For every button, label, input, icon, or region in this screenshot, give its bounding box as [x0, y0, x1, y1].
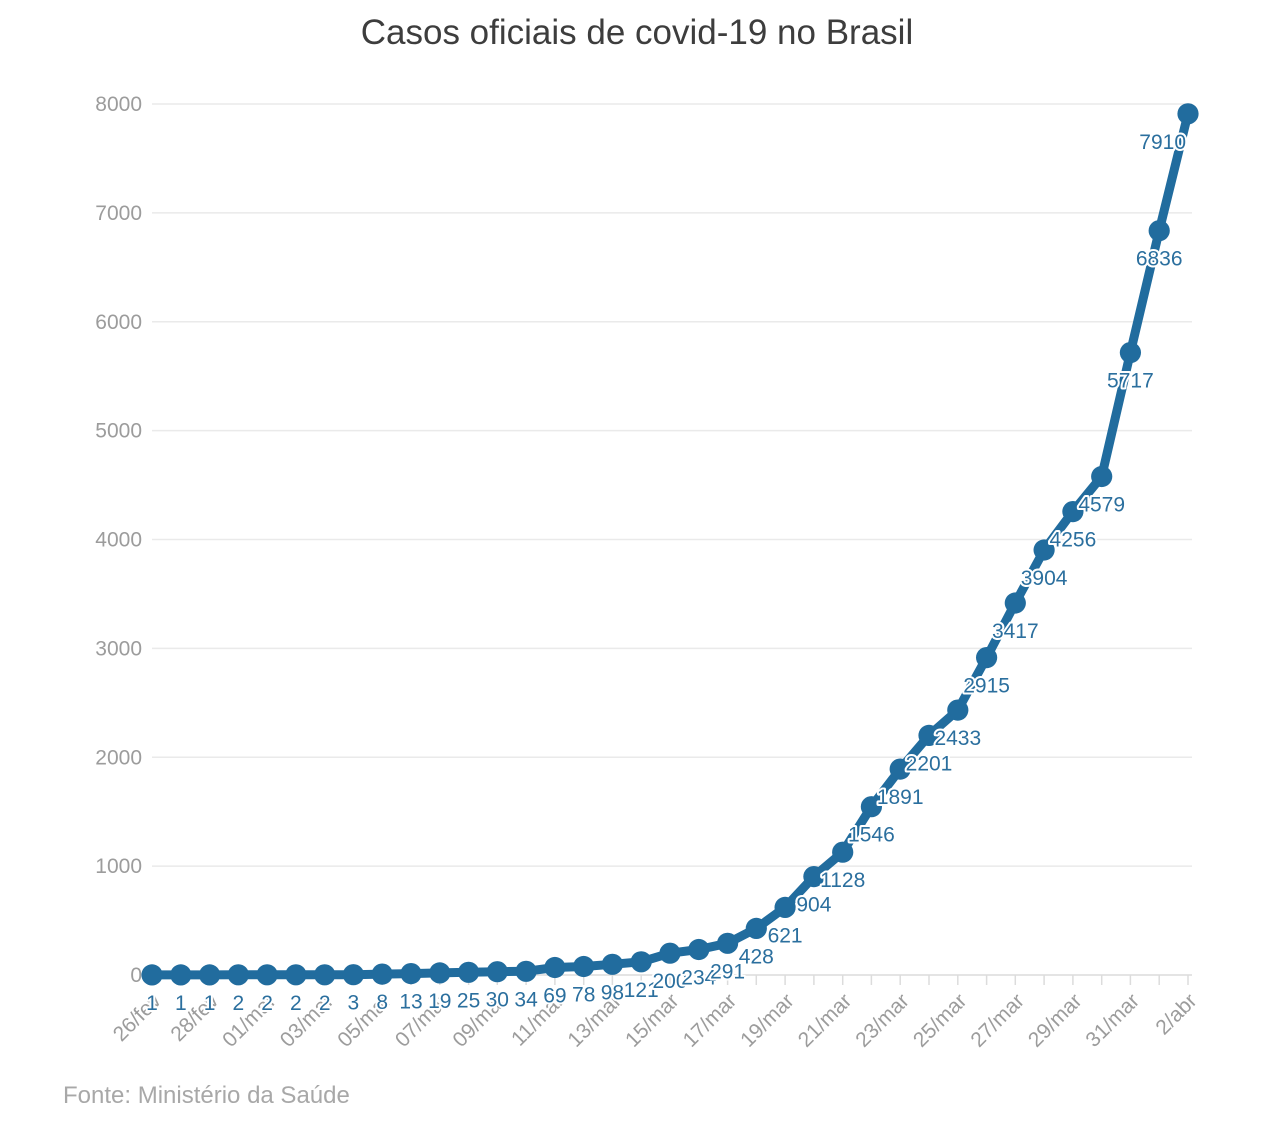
data-point-label: 291	[710, 960, 745, 983]
data-point[interactable]	[803, 866, 825, 888]
data-point[interactable]	[1148, 220, 1170, 242]
data-point-label: 621	[768, 924, 803, 947]
data-point[interactable]	[659, 942, 681, 964]
data-point-label: 2	[319, 992, 331, 1015]
data-point[interactable]	[947, 699, 969, 721]
data-point[interactable]	[314, 964, 336, 986]
y-axis-tick-label: 3000	[95, 637, 142, 660]
x-axis-tick-label: 23/mar	[851, 989, 913, 1051]
data-point[interactable]	[199, 964, 221, 986]
data-point[interactable]	[429, 962, 451, 984]
y-axis-tick-label: 1000	[95, 855, 142, 878]
data-point[interactable]	[400, 963, 422, 985]
x-axis-tick-label: 29/mar	[1024, 989, 1086, 1051]
data-point[interactable]	[601, 953, 624, 975]
data-point[interactable]	[458, 961, 480, 983]
data-point-label: 3	[348, 992, 360, 1015]
data-point[interactable]	[918, 724, 940, 747]
cases-line	[147, 109, 1193, 980]
data-point[interactable]	[256, 964, 278, 986]
data-point[interactable]	[515, 960, 537, 982]
data-point-label: 234	[681, 967, 716, 990]
data-point[interactable]	[976, 647, 998, 669]
data-point-label: 19	[428, 990, 451, 1013]
data-point[interactable]	[1062, 501, 1084, 523]
data-point-label: 98	[601, 981, 624, 1004]
data-point-label: 1	[175, 992, 187, 1015]
data-point-label: 1	[204, 992, 216, 1015]
data-point[interactable]	[745, 917, 767, 940]
data-point[interactable]	[717, 932, 739, 954]
data-point[interactable]	[1033, 539, 1055, 561]
data-point-label: 25	[457, 989, 480, 1012]
data-point-label: 2433	[934, 727, 981, 750]
data-point[interactable]	[342, 964, 364, 986]
data-point[interactable]	[1119, 342, 1141, 364]
data-point[interactable]	[1004, 592, 1026, 614]
chart-title: Casos oficiais de covid-19 no Brasil	[360, 13, 914, 52]
data-point-label: 1128	[820, 869, 865, 892]
data-point-label: 1	[146, 992, 158, 1015]
data-point-label: 121	[624, 979, 659, 1002]
data-point[interactable]	[285, 964, 307, 986]
data-point-label: 78	[572, 984, 595, 1007]
data-point[interactable]	[573, 955, 595, 978]
data-point-label: 4256	[1050, 529, 1097, 552]
data-point[interactable]	[1091, 465, 1113, 488]
data-point-label: 69	[543, 985, 566, 1008]
x-axis-tick-label: 25/mar	[909, 989, 971, 1051]
data-point[interactable]	[544, 956, 566, 979]
data-point[interactable]	[630, 951, 652, 973]
data-point-label: 5717	[1107, 370, 1154, 393]
data-point[interactable]	[889, 758, 911, 780]
x-axis-tick-label: 21/mar	[794, 989, 856, 1051]
data-point-label: 2915	[963, 675, 1010, 698]
data-point[interactable]	[774, 896, 796, 919]
data-point[interactable]	[688, 938, 710, 961]
y-axis-tick-label: 5000	[95, 420, 142, 443]
x-axis-tick-label: 27/mar	[966, 989, 1028, 1051]
data-point-label: 30	[486, 989, 509, 1012]
data-point[interactable]	[486, 961, 508, 983]
y-axis-tick-label: 0	[130, 964, 142, 987]
data-point[interactable]	[371, 963, 393, 985]
data-point-label: 6836	[1136, 248, 1183, 271]
y-axis-tick-label: 4000	[95, 529, 142, 552]
data-point-label: 3904	[1021, 567, 1068, 590]
x-axis-tick-label: 31/mar	[1081, 989, 1143, 1051]
data-point-label: 13	[399, 991, 422, 1014]
y-axis-tick-label: 8000	[95, 93, 142, 116]
data-point-label: 2	[290, 992, 302, 1015]
data-point-label: 4579	[1078, 494, 1125, 517]
data-point-label: 428	[739, 945, 774, 968]
data-point-label: 2	[261, 992, 273, 1015]
x-axis-tick-label: 17/mar	[679, 989, 741, 1051]
x-axis-tick-label: 19/mar	[736, 989, 798, 1051]
data-point-label: 8	[376, 991, 388, 1014]
data-point-label: 2	[232, 992, 244, 1015]
data-point[interactable]	[170, 964, 192, 986]
data-point-label: 2201	[906, 752, 953, 775]
data-point-label: 34	[514, 988, 538, 1011]
data-point-label: 3417	[992, 620, 1039, 643]
y-axis-tick-label: 6000	[95, 311, 142, 334]
y-axis-tick-label: 7000	[95, 202, 142, 225]
source-note: Fonte: Ministério da Saúde	[63, 1082, 350, 1109]
data-point-label: 1891	[877, 786, 924, 809]
data-point-label: 7910	[1139, 131, 1186, 154]
x-axis-tick-label: 2/abr	[1151, 989, 1201, 1039]
data-point-label: 200	[652, 970, 687, 993]
y-axis-tick-label: 2000	[95, 746, 142, 769]
data-point[interactable]	[227, 964, 249, 986]
data-point[interactable]	[860, 796, 883, 818]
data-point[interactable]	[141, 964, 163, 986]
data-point-label: 1546	[848, 824, 895, 847]
data-point[interactable]	[832, 841, 854, 863]
data-point-label: 904	[796, 894, 831, 917]
data-point[interactable]	[1177, 103, 1199, 125]
